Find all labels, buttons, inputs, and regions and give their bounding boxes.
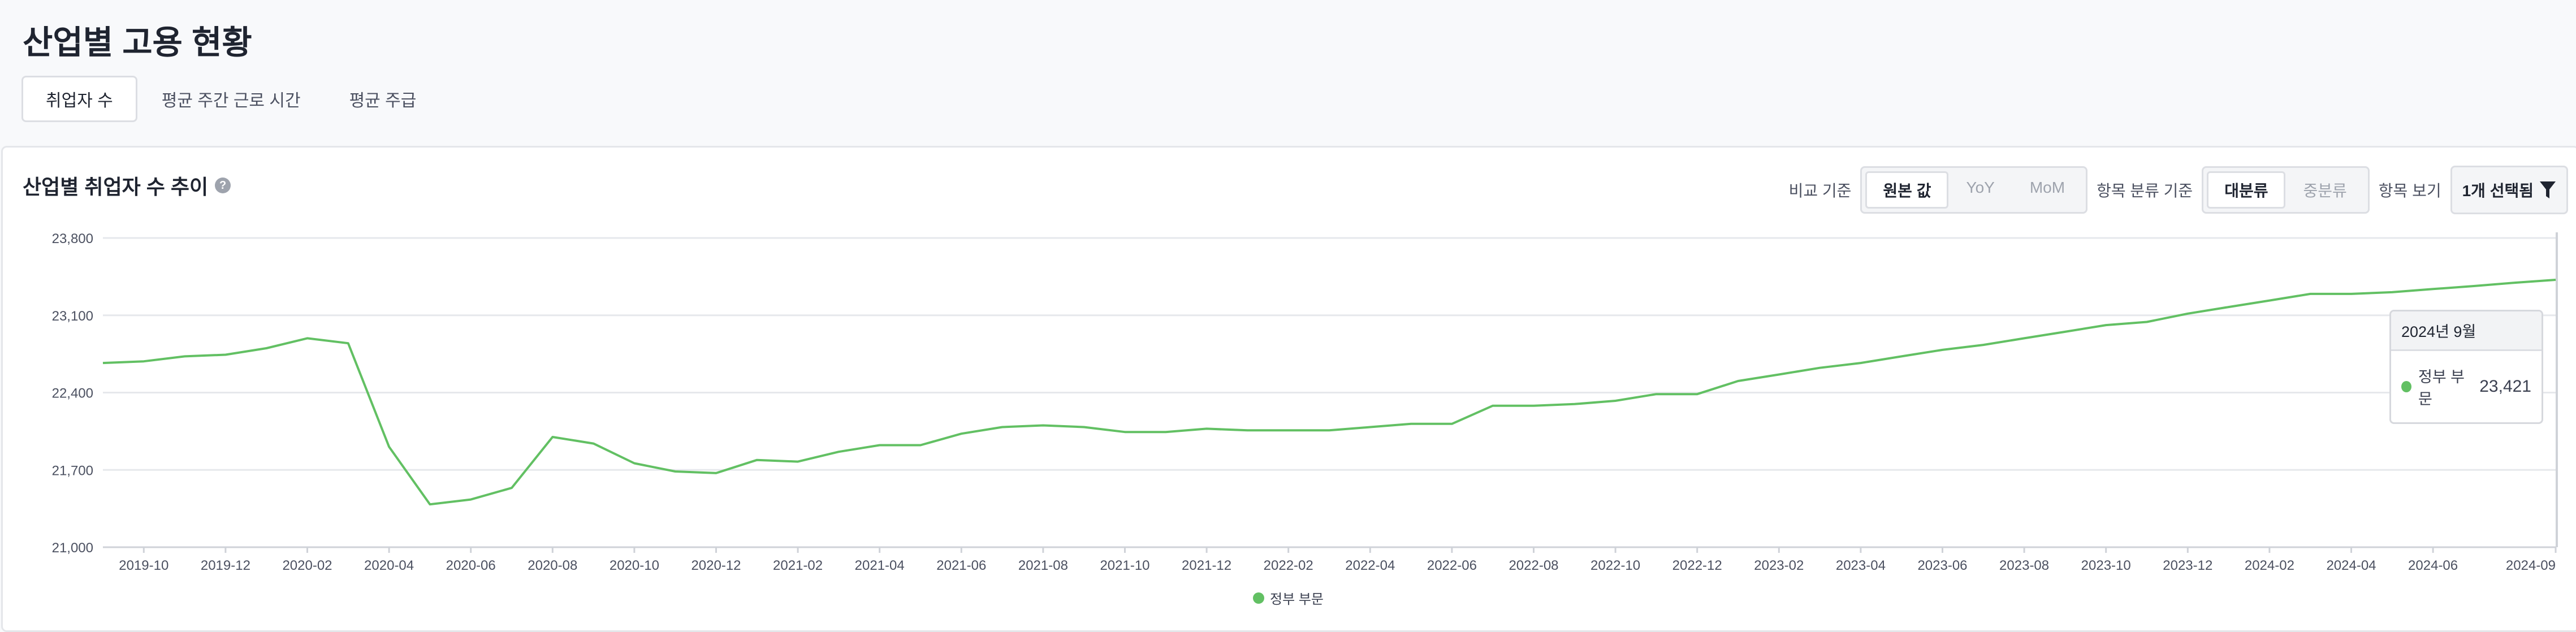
y-tick-label: 21,700 bbox=[52, 463, 93, 478]
x-tick-label: 2024-06 bbox=[2408, 558, 2458, 573]
x-tick-label: 2023-08 bbox=[1999, 558, 2049, 573]
y-tick-label: 22,400 bbox=[52, 386, 93, 401]
x-tick-label: 2023-02 bbox=[1754, 558, 1804, 573]
class-label: 항목 분류 기준 bbox=[2097, 182, 2193, 200]
x-tick-label: 2022-08 bbox=[1509, 558, 1558, 573]
x-tick-label: 2022-04 bbox=[1345, 558, 1395, 573]
x-tick-label: 2020-08 bbox=[528, 558, 577, 573]
x-tick-label: 2023-06 bbox=[1917, 558, 1967, 573]
series-line bbox=[102, 279, 2556, 506]
x-tick-label: 2021-12 bbox=[1182, 558, 1231, 573]
filter-icon bbox=[2540, 181, 2556, 198]
x-tick-label: 2020-02 bbox=[282, 558, 332, 573]
item-select-button[interactable]: 1개 선택됨 bbox=[2450, 166, 2568, 214]
x-tick-label: 2020-04 bbox=[364, 558, 414, 573]
x-tick-label: 2023-12 bbox=[2163, 558, 2212, 573]
x-tick-label: 2024-02 bbox=[2245, 558, 2294, 573]
y-tick-label: 23,100 bbox=[52, 309, 93, 324]
x-tick-label: 2019-12 bbox=[201, 558, 250, 573]
x-tick-label: 2021-08 bbox=[1018, 558, 1068, 573]
x-tick-label: 2023-04 bbox=[1836, 558, 1886, 573]
x-tick-label: 2022-12 bbox=[1672, 558, 1722, 573]
x-tick-label: 2021-02 bbox=[773, 558, 823, 573]
x-tick-label: 2024-09 bbox=[2506, 558, 2556, 573]
x-tick-label: 2021-04 bbox=[855, 558, 905, 573]
x-tick-label: 2020-12 bbox=[691, 558, 741, 573]
compare-mom[interactable]: MoM bbox=[2029, 179, 2065, 196]
class-minor[interactable]: 중분류 bbox=[2303, 182, 2347, 200]
legend[interactable]: 정부 부문 bbox=[1253, 588, 1324, 608]
series-dot bbox=[2401, 381, 2411, 392]
tab-weekly-hours[interactable]: 평균 주간 근로 시간 bbox=[161, 92, 301, 110]
tooltip: 2024년 9월 정부 부문 23,421 bbox=[2389, 310, 2543, 424]
legend-label: 정부 부문 bbox=[1270, 592, 1324, 607]
x-tick-label: 2022-02 bbox=[1264, 558, 1313, 573]
tab-bar: 취업자 수 평균 주간 근로 시간 평균 주급 bbox=[21, 76, 440, 122]
tab-weekly-wage[interactable]: 평균 주급 bbox=[349, 92, 417, 110]
x-tick-label: 2023-10 bbox=[2081, 558, 2131, 573]
x-tick-label: 2019-10 bbox=[119, 558, 168, 573]
class-major[interactable]: 대분류 bbox=[2207, 171, 2286, 209]
item-select-value: 1개 선택됨 bbox=[2462, 182, 2534, 200]
tooltip-value: 23,421 bbox=[2479, 377, 2531, 396]
chart-controls: 비교 기준 원본 값 YoY MoM 항목 분류 기준 대분류 중분류 항목 보… bbox=[1789, 166, 2568, 214]
chart-title: 산업별 취업자 수 추이 ? bbox=[23, 171, 231, 200]
x-tick-label: 2020-06 bbox=[446, 558, 496, 573]
tooltip-series: 정부 부문 bbox=[2418, 369, 2465, 408]
x-tick-label: 2022-10 bbox=[1590, 558, 1640, 573]
tooltip-title: 2024년 9월 bbox=[2391, 311, 2542, 351]
page-title: 산업별 고용 현황 bbox=[23, 24, 252, 61]
x-tick-label: 2022-06 bbox=[1427, 558, 1477, 573]
compare-yoy[interactable]: YoY bbox=[1966, 179, 1995, 196]
compare-label: 비교 기준 bbox=[1788, 182, 1852, 200]
tab-employees[interactable]: 취업자 수 bbox=[21, 76, 137, 122]
x-tick-label: 2020-10 bbox=[610, 558, 659, 573]
view-label: 항목 보기 bbox=[2378, 182, 2441, 200]
x-tick-label: 2021-06 bbox=[936, 558, 986, 573]
compare-raw[interactable]: 원본 값 bbox=[1865, 171, 1949, 209]
compare-toggle: 원본 값 YoY MoM bbox=[1860, 166, 2088, 214]
y-tick-label: 23,800 bbox=[52, 231, 93, 246]
chart-title-text: 산업별 취업자 수 추이 bbox=[23, 175, 209, 198]
x-tick-label: 2024-04 bbox=[2326, 558, 2376, 573]
y-tick-label: 21,000 bbox=[52, 540, 93, 556]
class-toggle: 대분류 중분류 bbox=[2202, 166, 2370, 214]
legend-dot bbox=[1253, 592, 1264, 604]
x-tick-label: 2021-10 bbox=[1100, 558, 1149, 573]
help-icon[interactable]: ? bbox=[215, 178, 231, 193]
